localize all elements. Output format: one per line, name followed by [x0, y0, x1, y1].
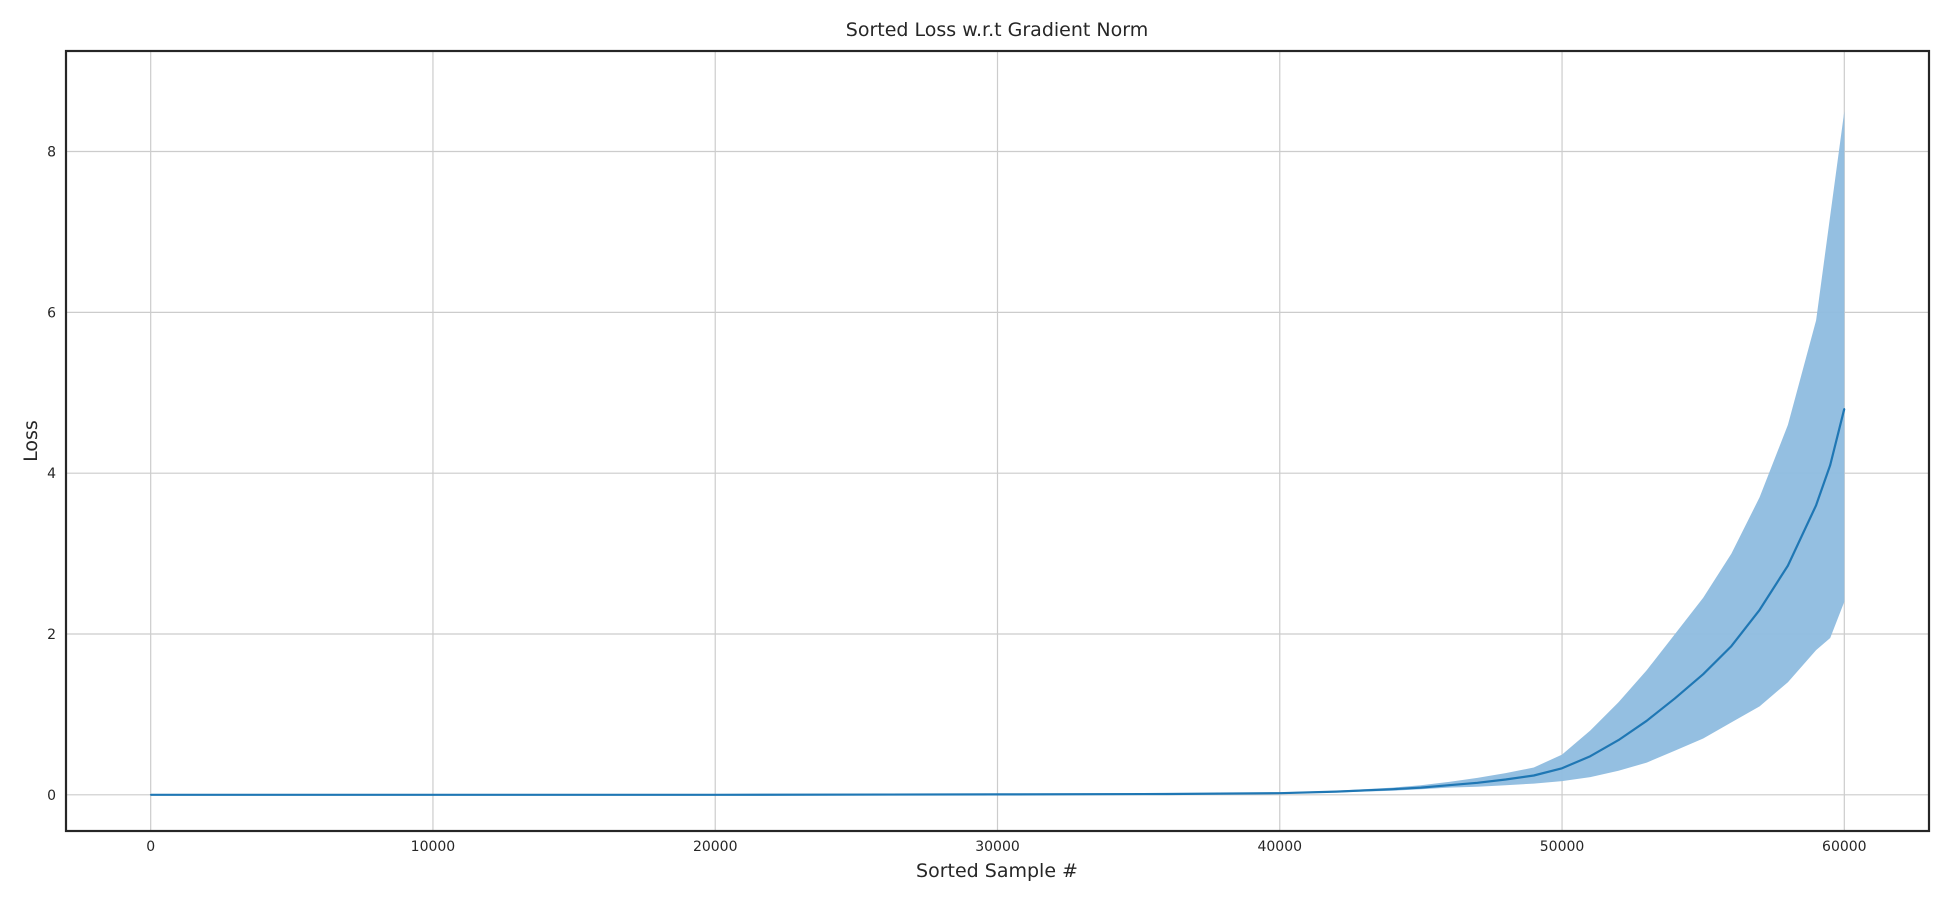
data-point: [149, 794, 152, 796]
y-tick-label: 0: [47, 788, 56, 804]
data-point: [1476, 782, 1479, 784]
data-point: [1166, 793, 1168, 795]
x-tick-label: 0: [146, 839, 155, 855]
data-point: [1589, 755, 1592, 757]
data-point: [432, 794, 434, 796]
data-point: [1829, 464, 1831, 466]
x-tick-label: 30000: [975, 839, 1020, 855]
confidence-band: [150, 111, 1845, 795]
y-tick-label: 8: [47, 145, 56, 161]
y-tick-label: 6: [47, 305, 56, 321]
series-band-0: [150, 111, 1845, 795]
data-point: [1702, 673, 1704, 675]
x-tick-labels: 0 10000 20000 30000 40000 50000 60000: [146, 839, 1866, 855]
data-point: [714, 794, 716, 796]
x-tick-label: 40000: [1257, 839, 1302, 855]
plot-frame: [64, 49, 1931, 833]
data-point: [1617, 739, 1620, 741]
data-point: [1561, 767, 1563, 770]
data-point: [1335, 790, 1337, 793]
data-point: [1391, 788, 1394, 790]
data-point: [996, 793, 999, 796]
data-point: [1645, 720, 1648, 722]
data-point: [1279, 792, 1281, 794]
data-point: [1504, 778, 1507, 781]
data-point: [1815, 504, 1817, 507]
x-axis-label: Sorted Sample #: [916, 860, 1078, 882]
x-tick-label: 20000: [693, 839, 738, 855]
data-point: [1758, 609, 1761, 611]
data-point: [1420, 786, 1422, 789]
loss-line: [149, 408, 1846, 796]
x-tick-label: 50000: [1540, 839, 1585, 855]
data-point: [1533, 774, 1535, 777]
data-point: [1674, 697, 1676, 700]
chart-title: Sorted Loss w.r.t Gradient Norm: [846, 19, 1148, 41]
data-point: [1448, 784, 1450, 786]
data-point: [1843, 408, 1846, 410]
x-tick-label: 10000: [411, 839, 456, 855]
y-tick-labels: 0 2 4 6 8: [47, 145, 56, 804]
data-point: [1787, 564, 1789, 567]
y-tick-label: 2: [47, 627, 56, 643]
data-point: [1730, 645, 1733, 647]
x-tick-label: 60000: [1822, 839, 1867, 855]
grid-lines: [66, 51, 1929, 831]
y-axis-label: Loss: [20, 420, 42, 462]
y-tick-label: 4: [47, 466, 56, 482]
